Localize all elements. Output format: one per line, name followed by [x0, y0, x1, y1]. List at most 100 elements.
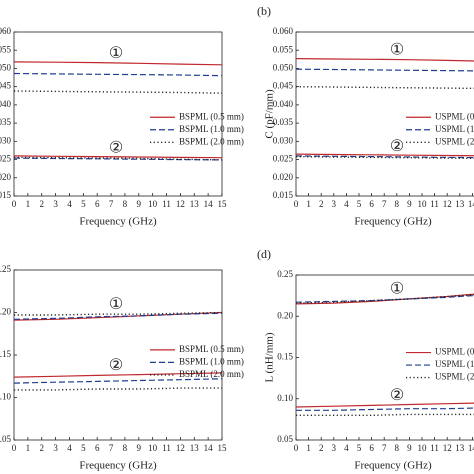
series-line — [295, 155, 474, 159]
y-tick-label: 0.015 — [273, 190, 294, 200]
y-tick-label: 0.15 — [277, 352, 293, 362]
x-tick-label: 14 — [468, 199, 474, 209]
y-tick-label: 0.050 — [0, 63, 12, 73]
annotation: ① — [109, 296, 123, 313]
panel: 0.015 0.020 0.025 0.030 0.035 0.040 0.045 0.050… — [0, 26, 244, 227]
y-tick-label: 0.045 — [0, 81, 12, 91]
x-tick-label: 5 — [81, 199, 86, 209]
panel: 0.050.100.150.200.2501234567891011121314… — [257, 247, 474, 472]
x-tick-label: 3 — [332, 443, 337, 453]
series-line — [13, 372, 223, 378]
x-tick-label: 2 — [319, 199, 324, 209]
series-line — [13, 312, 223, 320]
series-line — [14, 311, 223, 316]
x-tick-label: 9 — [137, 443, 142, 453]
x-tick-label: 4 — [67, 199, 72, 209]
annotation: ② — [390, 387, 404, 404]
x-tick-label: 0 — [12, 443, 17, 453]
panel-label: (b) — [257, 4, 271, 18]
x-tick-label: 9 — [407, 443, 412, 453]
y-tick-label: 0.10 — [0, 392, 12, 402]
panel: 0.015 0.020 0.025 0.030 0.035 0.040 0.045 0.050… — [257, 4, 474, 228]
x-tick-label: 13 — [190, 443, 200, 453]
panel-label: (d) — [257, 247, 271, 261]
x-tick-label: 7 — [382, 443, 387, 453]
y-tick-label: 0.035 — [0, 117, 12, 127]
x-tick-label: 0 — [12, 199, 17, 209]
series-line — [296, 413, 474, 416]
x-tick-label: 0 — [294, 443, 299, 453]
x-tick-label: 11 — [430, 443, 439, 453]
y-tick-label: 0.025 — [0, 154, 12, 164]
x-tick-label: 1 — [26, 199, 31, 209]
x-tick-label: 9 — [137, 199, 142, 209]
x-tick-label: 8 — [123, 443, 128, 453]
series-line — [295, 68, 474, 72]
x-tick-label: 7 — [109, 443, 114, 453]
x-tick-label: 10 — [148, 199, 158, 209]
y-tick-label: 0.040 — [273, 99, 294, 109]
legend-label: USPML (2.0 mm) — [435, 372, 474, 382]
series-line — [13, 156, 223, 161]
x-tick-label: 6 — [95, 443, 100, 453]
x-tick-label: 11 — [430, 199, 439, 209]
series-line — [295, 153, 474, 157]
y-tick-label: 0.060 — [0, 26, 12, 36]
legend-label: USPML (1.0 mm) — [435, 124, 474, 134]
x-tick-label: 10 — [418, 199, 428, 209]
annotation: ① — [109, 45, 123, 62]
y-tick-label: 0.15 — [0, 349, 12, 359]
legend-label: BSPML (0.5 mm) — [179, 344, 244, 354]
x-tick-label: 12 — [176, 443, 185, 453]
y-tick-label: 0.050 — [273, 63, 294, 73]
x-tick-label: 8 — [395, 443, 400, 453]
x-tick-label: 3 — [332, 199, 337, 209]
legend-label: BSPML (2.0 mm) — [179, 369, 244, 379]
x-tick-label: 12 — [176, 199, 185, 209]
x-tick-label: 5 — [357, 199, 362, 209]
y-tick-label: 0.025 — [273, 154, 294, 164]
series-line — [295, 58, 474, 62]
legend-label: USPML (1.0 mm) — [435, 359, 474, 369]
series-line — [13, 378, 223, 384]
x-tick-label: 5 — [81, 443, 86, 453]
series-line — [296, 407, 474, 411]
y-tick-label: 0.055 — [273, 44, 294, 54]
x-tick-label: 1 — [306, 443, 311, 453]
series-line — [13, 61, 223, 66]
x-tick-label: 10 — [418, 443, 428, 453]
y-tick-label: 0.05 — [277, 434, 293, 444]
x-tick-label: 14 — [204, 199, 214, 209]
y-tick-label: 0.20 — [277, 310, 293, 320]
panel: 0.050.100.150.200.2501234567891011121314… — [0, 264, 244, 471]
series-line — [295, 294, 474, 304]
x-tick-label: 11 — [162, 199, 171, 209]
x-tick-label: 12 — [443, 443, 452, 453]
x-tick-label: 6 — [95, 199, 100, 209]
y-tick-label: 0.015 — [0, 190, 12, 200]
x-tick-label: 14 — [204, 443, 214, 453]
legend-label: USPML (0.5 mm) — [435, 111, 474, 121]
x-tick-label: 6 — [369, 443, 374, 453]
legend-label: USPML (0.5 mm) — [435, 347, 474, 357]
y-tick-label: 0.030 — [273, 135, 294, 145]
series-line — [295, 402, 474, 408]
y-tick-label: 0.25 — [277, 269, 293, 279]
y-tick-label: 0.035 — [273, 117, 294, 127]
legend-label: USPML (2.0 mm) — [435, 136, 474, 146]
x-tick-label: 15 — [218, 199, 228, 209]
x-tick-label: 13 — [455, 199, 465, 209]
x-axis-label: Frequency (GHz) — [354, 460, 432, 472]
x-tick-label: 7 — [382, 199, 387, 209]
y-tick-label: 0.040 — [0, 99, 12, 109]
x-tick-label: 9 — [407, 199, 412, 209]
x-tick-label: 2 — [39, 199, 44, 209]
annotation: ② — [109, 357, 123, 374]
series-line — [295, 294, 474, 303]
x-tick-label: 5 — [357, 443, 362, 453]
x-tick-label: 1 — [306, 199, 311, 209]
x-tick-label: 11 — [162, 443, 171, 453]
x-tick-label: 15 — [218, 443, 228, 453]
x-tick-label: 0 — [294, 199, 299, 209]
